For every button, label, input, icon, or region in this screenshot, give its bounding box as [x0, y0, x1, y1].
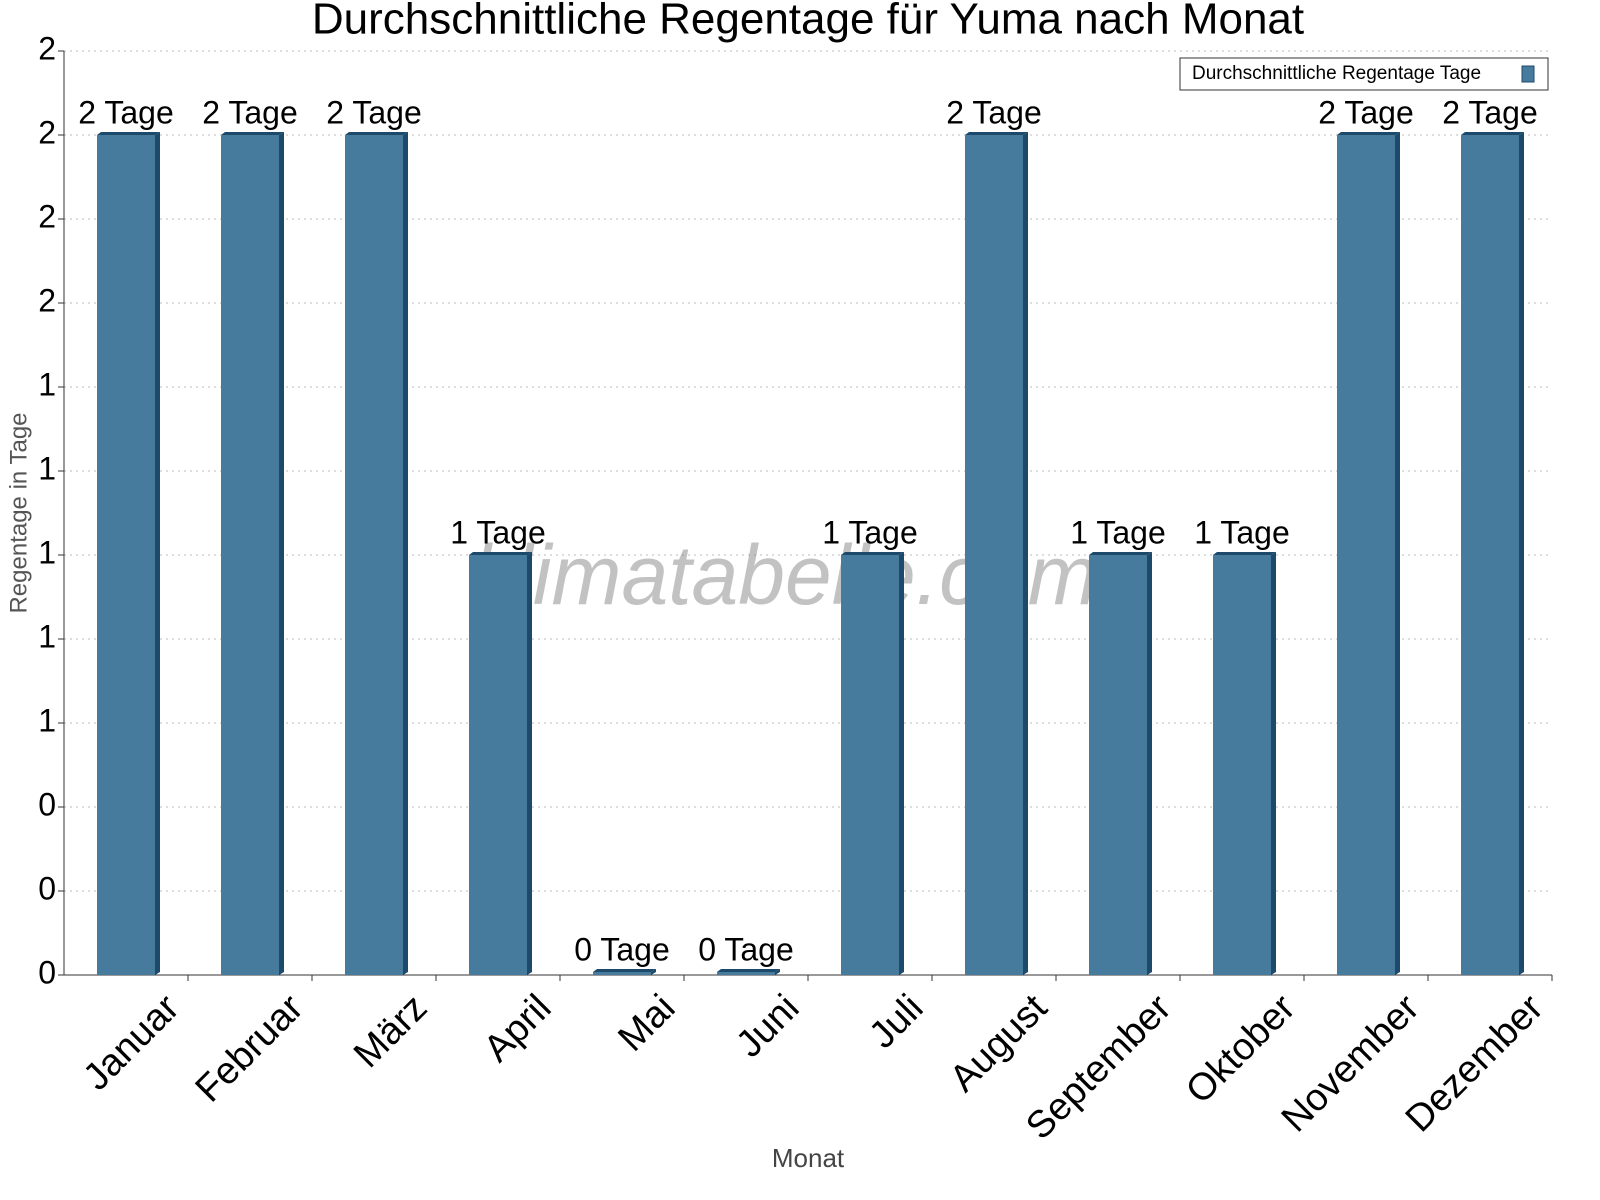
data-label: 2 Tage — [1442, 94, 1538, 130]
bar-side — [155, 132, 160, 975]
bar-top — [1213, 552, 1276, 555]
data-label: 2 Tage — [202, 94, 298, 130]
y-tick-label: 2 — [38, 30, 56, 66]
bar-top — [717, 969, 780, 972]
legend-label: Durchschnittliche Regentage Tage — [1192, 63, 1481, 84]
bar — [221, 135, 279, 975]
y-tick-label: 1 — [38, 618, 56, 654]
y-tick-label: 2 — [38, 198, 56, 234]
chart-title: Durchschnittliche Regentage für Yuma nac… — [312, 0, 1304, 44]
x-tick-label: April — [476, 987, 559, 1070]
y-tick-label: 0 — [38, 870, 56, 906]
bar-side — [1271, 552, 1276, 975]
bar-side — [1395, 132, 1400, 975]
bar-side — [775, 969, 780, 975]
y-axis-label: Regentage in Tage — [5, 412, 32, 613]
y-tick-label: 2 — [38, 114, 56, 150]
x-tick-label: Oktober — [1178, 987, 1304, 1113]
y-tick-label: 1 — [38, 366, 56, 402]
x-tick-label: März — [346, 987, 435, 1076]
bar-top — [1337, 132, 1400, 135]
data-label: 1 Tage — [1194, 514, 1290, 550]
data-label: 2 Tage — [78, 94, 174, 130]
bar — [469, 555, 527, 975]
bar-side — [403, 132, 408, 975]
bar-side — [899, 552, 904, 975]
x-tick-label: Mai — [610, 987, 683, 1060]
data-label: 1 Tage — [822, 514, 918, 550]
y-tick-label: 1 — [38, 702, 56, 738]
bar-top — [345, 132, 408, 135]
y-tick-label: 2 — [38, 282, 56, 318]
bar-top — [1089, 552, 1152, 555]
bar-top — [221, 132, 284, 135]
x-tick-label: Dezember — [1398, 987, 1552, 1141]
bar — [1337, 135, 1395, 975]
bar-top — [965, 132, 1028, 135]
y-tick-label: 0 — [38, 786, 56, 822]
legend-box — [1179, 57, 1549, 91]
x-tick-label: August — [942, 986, 1056, 1100]
data-label: 2 Tage — [1318, 94, 1414, 130]
legend: Durchschnittliche Regentage Tage — [1179, 57, 1549, 91]
data-label: 2 Tage — [326, 94, 422, 130]
bar-top — [97, 132, 160, 135]
y-tick-label: 1 — [38, 450, 56, 486]
y-tick-label: 1 — [38, 534, 56, 570]
bar-side — [651, 969, 656, 975]
bar-side — [279, 132, 284, 975]
data-label: 1 Tage — [450, 514, 546, 550]
bar — [841, 555, 899, 975]
x-tick-label: Januar — [76, 987, 188, 1099]
bar — [1213, 555, 1271, 975]
bar-top — [841, 552, 904, 555]
x-axis-label: Monat — [772, 1143, 845, 1173]
data-label: 2 Tage — [946, 94, 1042, 130]
bar-side — [1519, 132, 1524, 975]
data-label: 1 Tage — [1070, 514, 1166, 550]
x-tick-label: Februar — [188, 987, 312, 1111]
bar-top — [593, 969, 656, 972]
legend-swatch — [1521, 65, 1535, 83]
bar-side — [1023, 132, 1028, 975]
bar-side — [1147, 552, 1152, 975]
x-tick-label: Juli — [861, 987, 931, 1057]
data-label: 0 Tage — [574, 931, 670, 967]
bar — [345, 135, 403, 975]
bar-top — [469, 552, 532, 555]
bar — [593, 972, 651, 975]
bar — [97, 135, 155, 975]
bar-side — [527, 552, 532, 975]
x-tick-label: Juni — [728, 987, 807, 1066]
bar — [1461, 135, 1519, 975]
bar — [965, 135, 1023, 975]
data-label: 0 Tage — [698, 931, 794, 967]
bar-top — [1461, 132, 1524, 135]
y-tick-label: 0 — [38, 954, 56, 990]
bar — [717, 972, 775, 975]
bar — [1089, 555, 1147, 975]
